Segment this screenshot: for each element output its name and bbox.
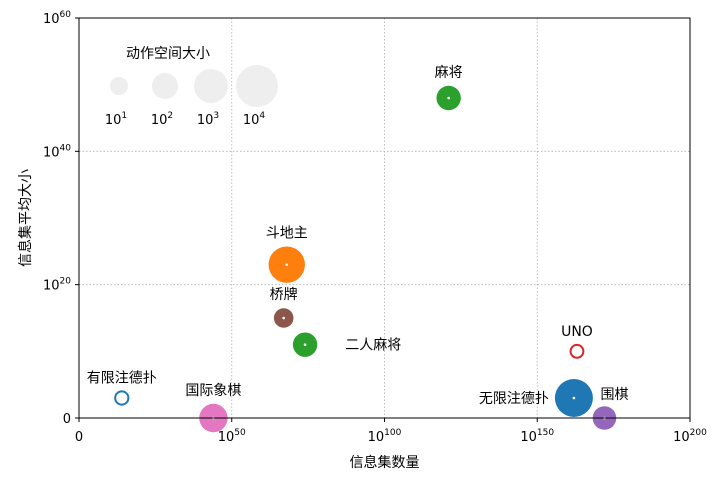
data-point-center [285,263,289,266]
y-tick-label: 0 [63,412,71,427]
axis-ticks: 0 1050 10100 10150 10200 0 1020 1040 1060 [43,10,707,445]
size-legend-label: 101 [105,111,127,128]
data-point-center [447,96,450,100]
point-label: 围棋 [600,387,628,403]
x-tick-label: 1050 [218,428,246,445]
size-legend: 动作空间大小 101 102 103 104 [105,46,278,128]
point-label: 斗地主 [266,225,308,241]
data-point [569,343,585,359]
size-legend-label: 103 [197,111,219,128]
size-legend-label: 102 [151,111,173,128]
size-legend-label: 104 [243,111,266,128]
data-point [114,390,130,406]
y-tick-label: 1020 [43,277,71,294]
point-label: 桥牌 [270,286,298,303]
point-label: 二人麻将 [345,338,401,354]
data-point-center [572,396,576,400]
x-tick-label: 10100 [368,428,402,445]
y-axis-label: 信息集平均大小 [17,169,34,267]
plot-frame [78,17,691,419]
size-legend-marker [110,77,128,95]
size-legend-marker [194,69,228,103]
x-axis-label: 信息集数量 [350,454,420,471]
data-point-center [303,343,307,346]
point-label: 无限注德扑 [479,391,549,407]
data-point-center [282,316,285,320]
point-label: UNO [561,324,593,340]
point-label: 有限注德扑 [87,370,157,386]
x-tick-label: 10200 [673,428,707,445]
size-legend-marker [152,73,178,99]
size-legend-marker [236,65,278,107]
point-label: 麻将 [435,65,463,81]
x-tick-label: 0 [75,430,83,445]
size-legend-title: 动作空间大小 [126,46,210,62]
y-tick-label: 1060 [43,10,71,27]
grid-lines [79,18,690,418]
point-label: 国际象棋 [185,383,241,399]
y-tick-label: 1040 [43,143,71,160]
x-tick-label: 10150 [520,428,554,445]
